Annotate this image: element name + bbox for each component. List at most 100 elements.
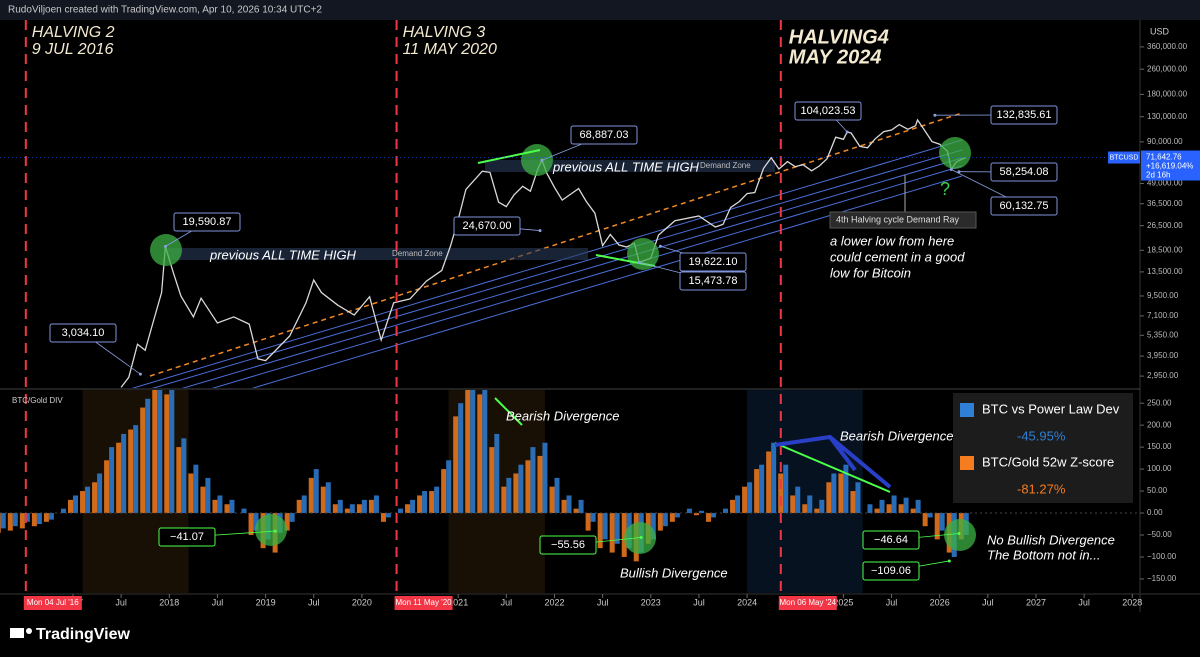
- annotation-label: 24,670.00: [463, 220, 512, 232]
- halving-tag: Mon 11 May '20: [396, 598, 453, 607]
- osc-bar: [145, 398, 151, 514]
- osc-bar: [0, 513, 1, 533]
- osc-bar: [205, 477, 211, 514]
- osc-bar: [361, 499, 367, 514]
- osc-bar: [72, 495, 78, 514]
- osc-bar: [224, 504, 230, 514]
- note: Demand Zone: [392, 249, 443, 258]
- note: could cement in a good: [830, 249, 965, 264]
- annotation-box: [158, 527, 216, 547]
- osc-bar: [176, 447, 182, 514]
- legend-name: BTC vs Power Law Dev: [982, 401, 1120, 416]
- demand-ray: [131, 139, 963, 388]
- osc-bar: [157, 390, 163, 514]
- annotation-point: [138, 372, 142, 376]
- note: Bullish Divergence: [620, 565, 728, 580]
- osc-bar: [422, 491, 428, 514]
- osc-bar: [248, 513, 254, 535]
- osc-bar: [693, 513, 699, 516]
- x-tick-label: 2026: [930, 597, 950, 607]
- osc-bar: [662, 513, 668, 527]
- halving-tag: Mon 04 Jul '16: [27, 598, 79, 607]
- note: 4th Halving cycle Demand Ray: [836, 214, 960, 224]
- osc-bar: [747, 482, 753, 514]
- annotation-point: [538, 229, 542, 233]
- osc-bar: [843, 464, 849, 514]
- osc-bar: [289, 513, 295, 522]
- osc-bar: [759, 464, 765, 514]
- osc-bar: [807, 495, 813, 514]
- osc-bar: [140, 407, 146, 514]
- annotation-point: [163, 244, 167, 248]
- annotation-label: −41.07: [170, 531, 204, 543]
- osc-bar: [609, 513, 615, 553]
- legend-swatch: [960, 456, 974, 470]
- osc-bar: [241, 508, 247, 514]
- annotation-point: [949, 168, 953, 172]
- annotation-box: [862, 561, 920, 581]
- osc-bar: [217, 495, 223, 514]
- halving-tag-bg: [778, 596, 837, 610]
- annotation-label: 15,473.78: [689, 275, 738, 287]
- x-tick-label: 2019: [256, 597, 276, 607]
- osc-bar: [385, 513, 391, 518]
- halving-tag: Mon 06 May '24: [779, 598, 836, 607]
- osc-bar: [922, 513, 928, 527]
- annotation-label: 132,835.61: [996, 109, 1051, 121]
- annotation-box: [49, 323, 117, 343]
- x-tick-label: 2021: [448, 597, 468, 607]
- osc-bar: [537, 455, 543, 514]
- y-tick-label: 90,000.00: [1147, 137, 1183, 146]
- osc-bar: [790, 495, 796, 514]
- osc-bar: [380, 513, 386, 522]
- x-tick-label: Jul: [501, 597, 513, 607]
- demand-zone: [485, 160, 775, 172]
- trend-line: [149, 112, 963, 377]
- annotation-box: [453, 216, 521, 236]
- note: The Bottom not in...: [987, 547, 1100, 562]
- price-line: [120, 118, 966, 388]
- osc-bar: [597, 513, 603, 549]
- x-tick-label: Jul: [212, 597, 224, 607]
- demand-ray: [151, 149, 963, 388]
- divergence-line: [477, 149, 541, 164]
- highlight: [521, 144, 553, 176]
- halving-date: 9 JUL 2016: [32, 41, 114, 58]
- osc-bar: [795, 486, 801, 514]
- osc-bar: [477, 394, 483, 514]
- osc-bar: [181, 438, 187, 514]
- note: Demand Zone: [700, 161, 751, 170]
- price-change: +16,619.04%: [1146, 162, 1193, 171]
- osc-bar: [80, 491, 86, 514]
- osc-bar: [826, 482, 832, 514]
- currency: USD: [1150, 26, 1170, 36]
- annotation-box: [990, 196, 1058, 216]
- x-tick-label: 2023: [641, 597, 661, 607]
- x-tick-label: Jul: [597, 597, 609, 607]
- symbol-tag: BTCUSD: [1110, 154, 1139, 161]
- annotation-box: [990, 105, 1058, 125]
- divergence-line: [494, 397, 523, 426]
- note: BTC/Gold DIV: [12, 396, 63, 405]
- osc-bar: [698, 510, 704, 514]
- osc-bar: [886, 504, 892, 514]
- y-tick-label: 100.00: [1147, 464, 1172, 473]
- osc-bar: [429, 491, 435, 514]
- osc-bar: [85, 486, 91, 514]
- legend-name: BTC/Gold 52w Z-score: [982, 454, 1114, 469]
- osc-bar: [67, 499, 73, 514]
- annotation-label: 60,132.75: [1000, 200, 1049, 212]
- osc-bar: [229, 499, 235, 514]
- osc-bar: [0, 513, 6, 529]
- x-tick-label: 2024: [737, 597, 757, 607]
- osc-bar: [518, 464, 524, 514]
- osc-bar: [705, 513, 711, 522]
- legend-value: -45.95%: [1017, 428, 1066, 443]
- osc-bar: [212, 499, 218, 514]
- osc-bar: [470, 390, 476, 514]
- osc-bar: [939, 513, 945, 531]
- y-tick-label: −150.00: [1147, 574, 1177, 583]
- annotation-box: [862, 530, 920, 550]
- y-tick-label: 9,500.00: [1147, 291, 1179, 300]
- y-tick-label: 26,500.00: [1147, 221, 1183, 230]
